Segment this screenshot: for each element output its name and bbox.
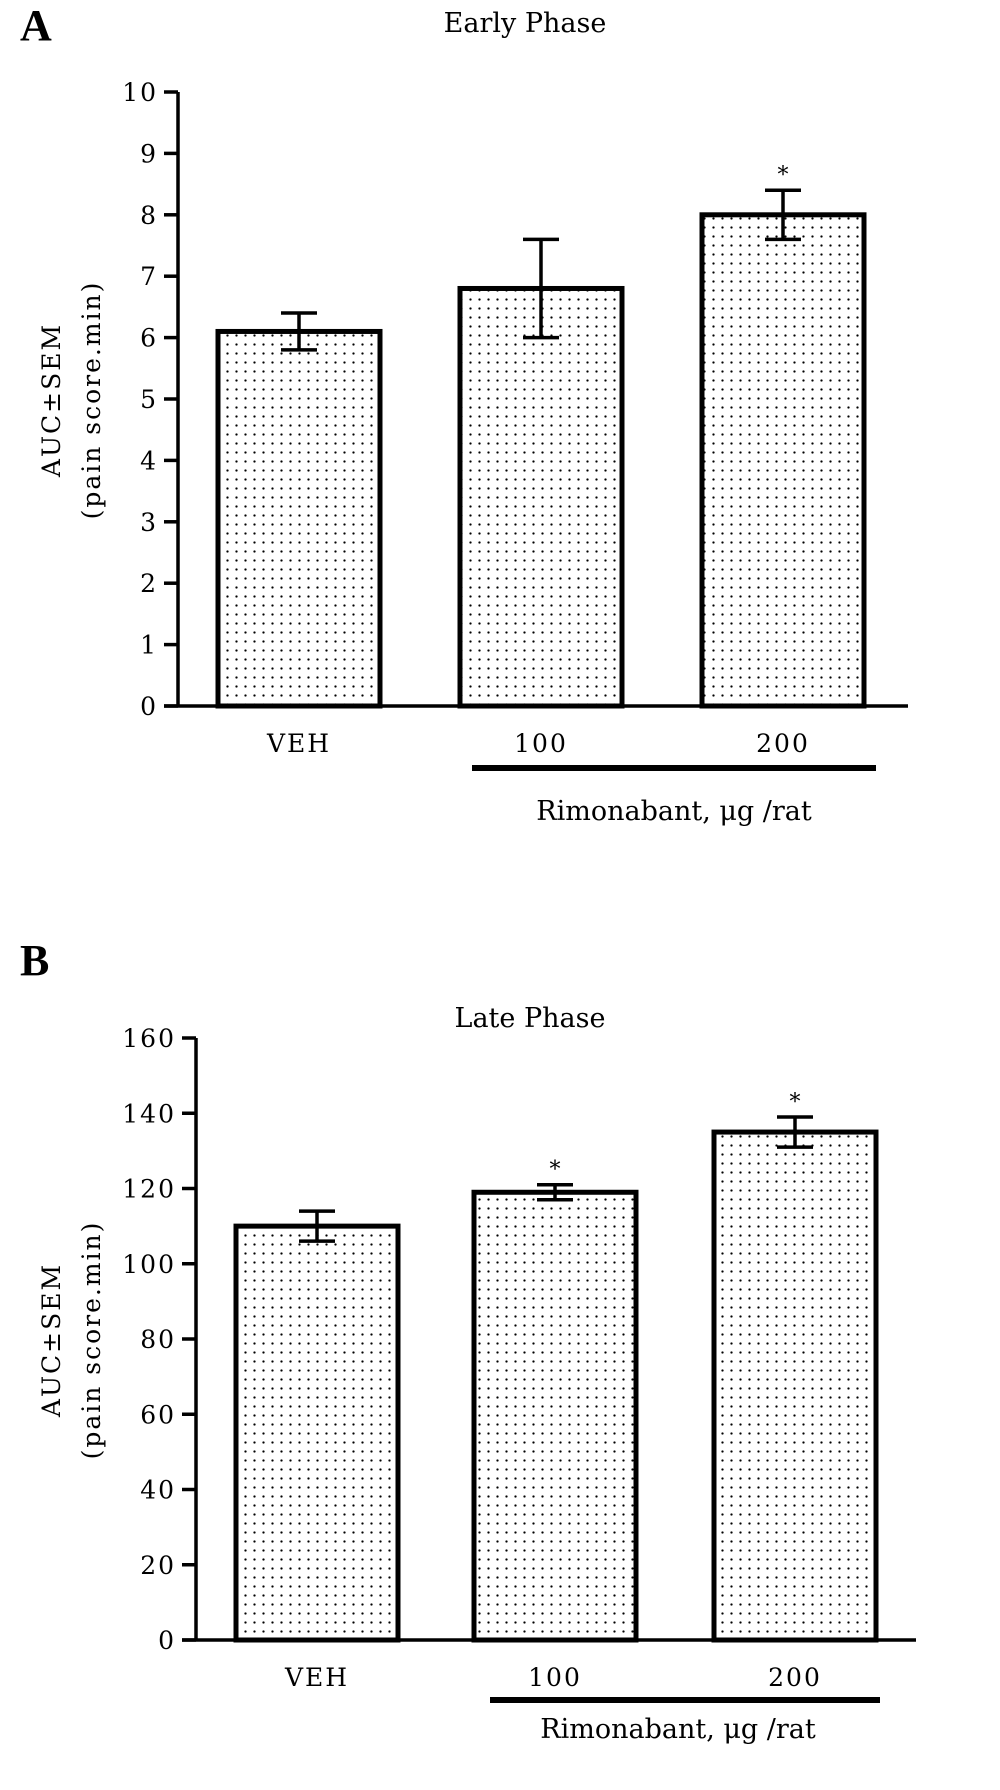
y-tick-label: 160 <box>122 1024 176 1053</box>
y-tick-label: 5 <box>140 385 158 414</box>
significance-marker: * <box>790 1090 801 1115</box>
chart-title: Late Phase <box>455 1003 606 1034</box>
bar <box>471 1189 639 1643</box>
y-tick-label: 10 <box>122 78 158 107</box>
y-tick-label: 8 <box>140 201 158 230</box>
y-tick-label: 0 <box>140 692 158 721</box>
x-category-label: 100 <box>514 729 568 758</box>
y-axis-label: AUC±SEM <box>37 323 66 478</box>
bar <box>233 1223 401 1643</box>
y-tick-label: 120 <box>122 1175 176 1204</box>
y-tick-label: 20 <box>140 1551 176 1580</box>
y-tick-label: 6 <box>140 324 158 353</box>
group-label: Rimonabant, μg /rat <box>536 796 812 827</box>
panel-letter: A <box>20 1 52 50</box>
y-axis-label: AUC±SEM <box>37 1263 66 1418</box>
bar <box>457 285 625 709</box>
y-tick-label: 40 <box>140 1476 176 1505</box>
y-tick-label: 0 <box>158 1626 176 1655</box>
y-tick-label: 80 <box>140 1325 176 1354</box>
y-axis-label-unit: (pain score.min) <box>77 281 106 520</box>
significance-marker: * <box>778 163 789 188</box>
y-tick-label: 140 <box>122 1099 176 1128</box>
panel-late-phase: B Late Phase AUC±SEM (pain score.min) * * 0 20 4… <box>20 936 916 1745</box>
y-tick-label: 60 <box>140 1400 176 1429</box>
group-label: Rimonabant, μg /rat <box>540 1714 816 1745</box>
chart-title: Early Phase <box>444 8 607 39</box>
x-category-label: 200 <box>756 729 810 758</box>
panel-letter: B <box>20 936 49 985</box>
bar <box>699 212 867 709</box>
y-tick-label: 100 <box>122 1250 176 1279</box>
bar <box>215 328 383 709</box>
y-tick-label: 3 <box>140 508 158 537</box>
x-category-label: 100 <box>528 1663 582 1692</box>
y-tick-label: 4 <box>140 446 158 475</box>
y-tick-label: 9 <box>140 139 158 168</box>
x-category-label: VEH <box>266 729 331 758</box>
significance-marker: * <box>550 1158 561 1183</box>
y-tick-label: 7 <box>140 262 158 291</box>
panel-early-phase: A Early Phase AUC±SEM (pain score.min) * 0 1 2 3… <box>20 1 908 827</box>
x-category-label: 200 <box>768 1663 822 1692</box>
y-tick-label: 2 <box>140 569 158 598</box>
y-tick-label: 1 <box>140 631 158 660</box>
y-axis-label-unit: (pain score.min) <box>77 1221 106 1460</box>
x-category-label: VEH <box>284 1663 349 1692</box>
bar <box>711 1129 879 1643</box>
